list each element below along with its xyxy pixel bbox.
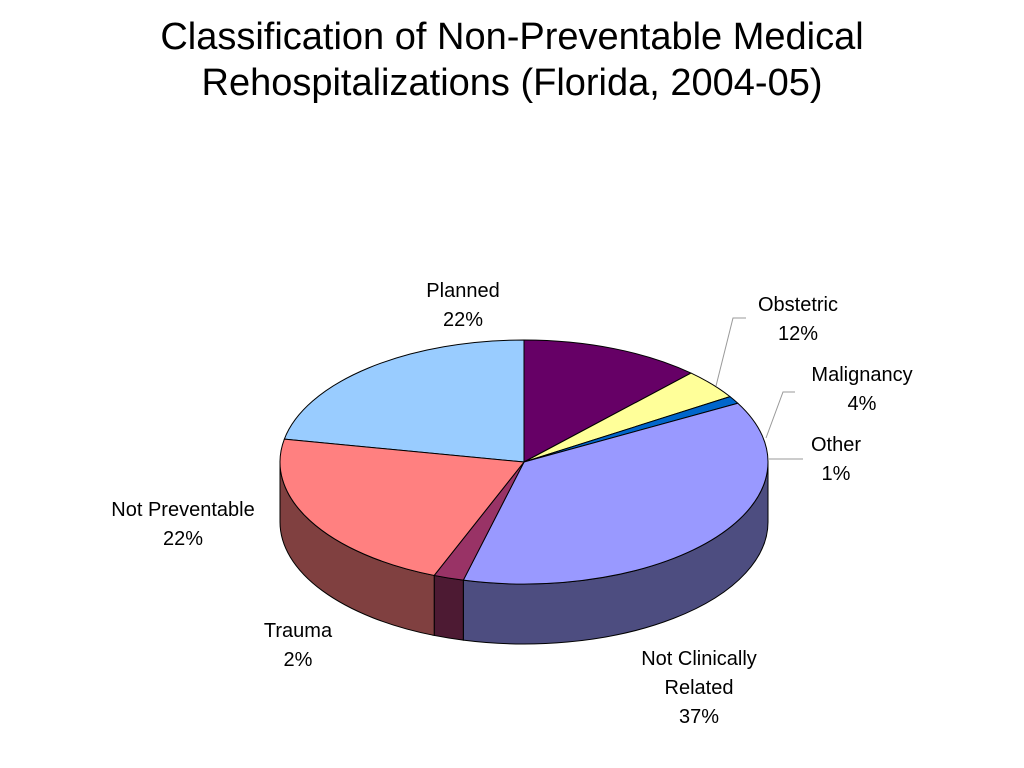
slice-label-obstetric: Obstetric 12% — [758, 294, 838, 345]
slice-name: Not Preventable — [111, 499, 254, 521]
leader-line-obstetric — [715, 317, 746, 387]
pie-tops — [279, 339, 769, 585]
slice-percent: 22% — [443, 309, 483, 331]
slice-label-malignancy: Malignancy 4% — [811, 364, 912, 415]
pie-slice-not-clinically-related — [462, 402, 769, 585]
slice-name: Planned — [426, 280, 499, 302]
slice-label-trauma: Trauma 2% — [264, 620, 333, 671]
chart-title: Classification of Non-Preventable Medica… — [0, 14, 1024, 106]
slice-percent: 4% — [848, 393, 877, 415]
slice-label-not-clinically-related: Not Clinically Related 37% — [641, 648, 757, 728]
slice-percent: 22% — [163, 528, 203, 550]
slice-name: Obstetric — [758, 294, 838, 316]
pie-slice-obstetric — [523, 339, 692, 463]
slice-percent: 12% — [778, 323, 818, 345]
slice-name: Malignancy — [811, 364, 912, 386]
slice-label-not-preventable: Not Preventable 22% — [111, 499, 254, 550]
slice-name: Not Clinically — [641, 648, 757, 670]
leader-lines — [715, 317, 803, 460]
slice-label-other: Other 1% — [811, 434, 861, 485]
chart-title-line-2: Rehospitalizations (Florida, 2004-05) — [201, 62, 823, 104]
pie-sides — [279, 461, 769, 645]
slice-name: Related — [665, 677, 734, 699]
pie-side-trauma — [433, 574, 464, 641]
slice-name: Trauma — [264, 620, 333, 642]
leader-line-malignancy — [765, 391, 795, 439]
slice-label-planned: Planned 22% — [426, 280, 499, 331]
pie-slice-not-preventable — [279, 438, 525, 576]
pie-slice-planned — [283, 339, 525, 463]
slice-percent: 1% — [822, 463, 851, 485]
slice-percent: 2% — [284, 649, 313, 671]
slice-labels: Planned 22% Obstetric 12% Malignancy 4% Other 1… — [111, 280, 912, 728]
slice-name: Other — [811, 434, 861, 456]
slice-percent: 37% — [679, 706, 719, 728]
chart-title-line-1: Classification of Non-Preventable Medica… — [160, 16, 864, 58]
